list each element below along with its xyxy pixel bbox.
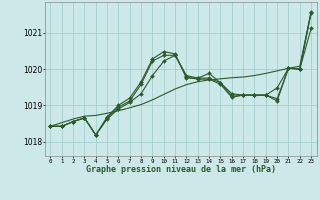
X-axis label: Graphe pression niveau de la mer (hPa): Graphe pression niveau de la mer (hPa) [86, 165, 276, 174]
